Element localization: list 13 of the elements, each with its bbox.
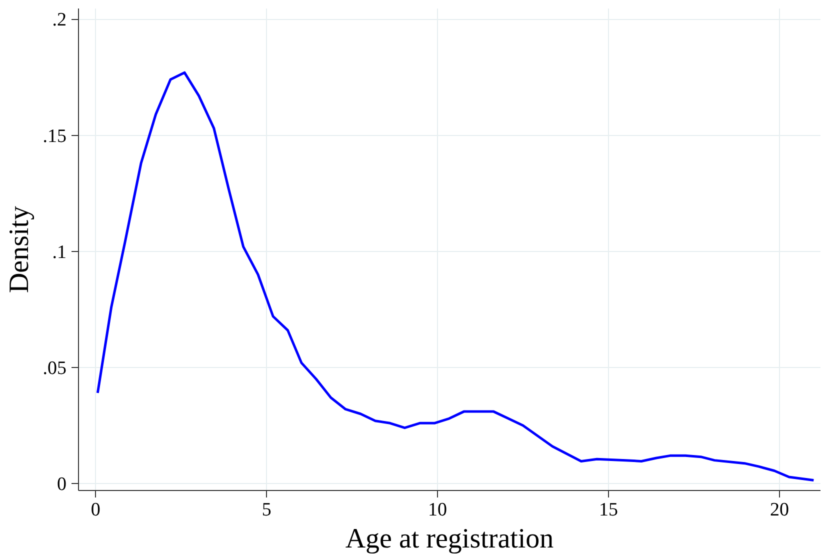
line-series — [96, 71, 815, 482]
x-tick-label: 20 — [770, 500, 789, 520]
y-tick-label: .15 — [42, 126, 66, 147]
x-tick-label: 0 — [90, 500, 100, 520]
x-tick-label: 15 — [599, 500, 618, 520]
x-axis-title: Age at registration — [345, 524, 554, 554]
y-tick-label: .1 — [52, 242, 66, 263]
y-tick-label: .2 — [52, 10, 66, 31]
y-tick-label: .05 — [42, 358, 66, 379]
y-tick-label: 0 — [57, 474, 66, 496]
y-axis-title: Density — [4, 206, 35, 294]
x-tick-label: 10 — [428, 500, 448, 520]
x-tick-label: 5 — [262, 500, 272, 520]
